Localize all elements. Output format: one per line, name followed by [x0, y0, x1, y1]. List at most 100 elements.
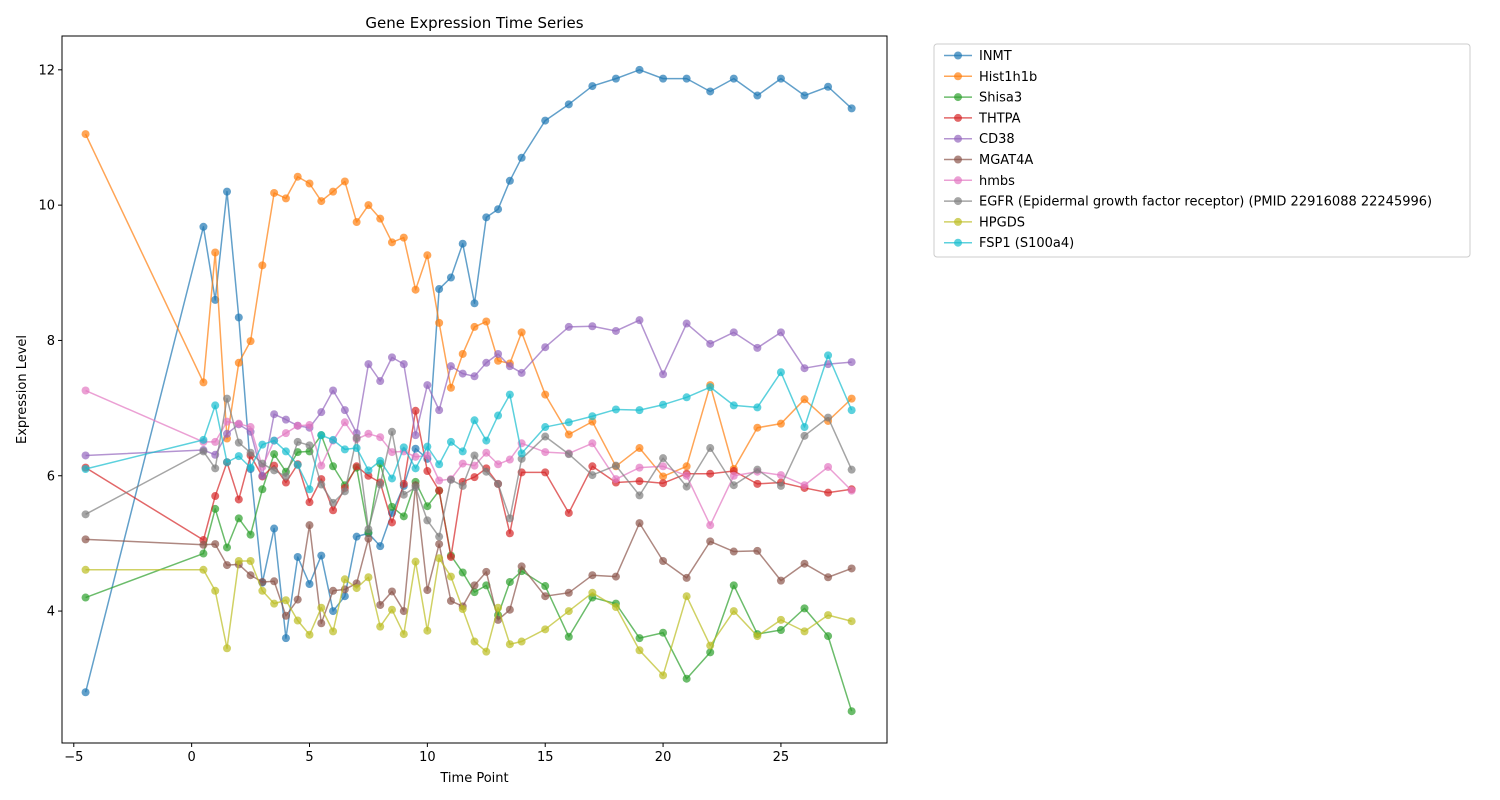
data-point: [376, 456, 385, 465]
data-point: [682, 74, 691, 83]
data-point: [223, 429, 231, 438]
data-point: [541, 448, 550, 457]
data-point: [446, 596, 455, 605]
data-point: [281, 415, 290, 424]
data-point: [588, 322, 597, 331]
data-point: [505, 362, 514, 371]
data-point: [199, 378, 208, 387]
data-point: [329, 187, 338, 196]
data-point: [847, 104, 856, 113]
data-point: [824, 611, 833, 620]
data-point: [270, 599, 279, 608]
legend-marker: [954, 217, 962, 226]
data-point: [564, 450, 573, 459]
data-point: [729, 607, 738, 616]
data-point: [281, 429, 290, 438]
data-point: [659, 462, 668, 471]
data-point: [234, 358, 243, 367]
data-point: [682, 462, 691, 471]
data-point: [435, 554, 444, 563]
data-point: [305, 485, 314, 494]
data-point: [458, 459, 467, 468]
data-point: [246, 530, 255, 539]
data-point: [423, 467, 432, 476]
data-point: [847, 486, 856, 495]
data-point: [446, 362, 455, 371]
data-point: [293, 421, 302, 430]
data-point: [423, 381, 432, 390]
data-point: [435, 532, 444, 541]
data-point: [211, 401, 220, 410]
data-point: [340, 177, 349, 186]
data-point: [81, 565, 90, 574]
data-point: [682, 674, 691, 683]
data-point: [753, 423, 762, 432]
data-point: [199, 565, 208, 574]
data-point: [211, 504, 220, 513]
data-point: [234, 452, 243, 461]
data-point: [611, 475, 620, 484]
data-point: [211, 492, 220, 501]
data-point: [199, 435, 208, 444]
data-point: [635, 646, 644, 655]
data-point: [729, 328, 738, 337]
data-point: [81, 130, 90, 139]
x-tick-label: 10: [419, 750, 436, 765]
data-point: [399, 490, 408, 499]
data-point: [211, 464, 220, 473]
data-point: [494, 460, 503, 469]
data-point: [388, 605, 396, 614]
chart-title: Gene Expression Time Series: [365, 14, 583, 32]
data-point: [682, 319, 691, 328]
data-point: [541, 423, 550, 432]
legend-marker: [954, 93, 962, 102]
data-point: [223, 561, 231, 570]
data-point: [317, 619, 326, 628]
data-point: [824, 488, 833, 497]
data-point: [270, 466, 279, 475]
data-point: [234, 419, 243, 428]
y-tick-label: 8: [47, 334, 55, 349]
data-point: [376, 214, 385, 223]
data-point: [729, 471, 738, 480]
data-point: [482, 213, 491, 222]
data-point: [376, 542, 385, 551]
data-point: [376, 377, 385, 386]
legend-frame: [933, 43, 1471, 258]
data-point: [317, 197, 326, 206]
data-point: [411, 444, 420, 453]
data-point: [364, 466, 373, 475]
data-point: [388, 502, 396, 511]
data-point: [776, 615, 785, 624]
data-point: [458, 568, 467, 577]
data-point: [246, 448, 255, 457]
data-point: [411, 285, 420, 294]
data-point: [505, 176, 514, 185]
data-point: [706, 521, 715, 530]
data-point: [659, 628, 668, 637]
data-point: [446, 572, 455, 581]
data-point: [635, 406, 644, 415]
data-point: [258, 459, 267, 468]
data-point: [706, 537, 715, 546]
data-point: [446, 383, 455, 392]
data-point: [482, 358, 491, 367]
data-point: [340, 406, 349, 415]
data-point: [588, 462, 597, 471]
data-point: [423, 251, 432, 260]
data-point: [376, 622, 385, 631]
legend-marker: [954, 134, 962, 143]
data-point: [211, 586, 220, 595]
data-point: [824, 462, 833, 471]
data-point: [423, 626, 432, 635]
data-point: [81, 535, 90, 544]
data-point: [776, 419, 785, 428]
data-point: [611, 461, 620, 470]
plot-frame: [61, 35, 888, 744]
data-point: [706, 87, 715, 96]
data-point: [423, 516, 432, 525]
data-point: [435, 540, 444, 549]
data-point: [635, 65, 644, 74]
data-point: [270, 524, 279, 533]
data-point: [659, 472, 668, 481]
